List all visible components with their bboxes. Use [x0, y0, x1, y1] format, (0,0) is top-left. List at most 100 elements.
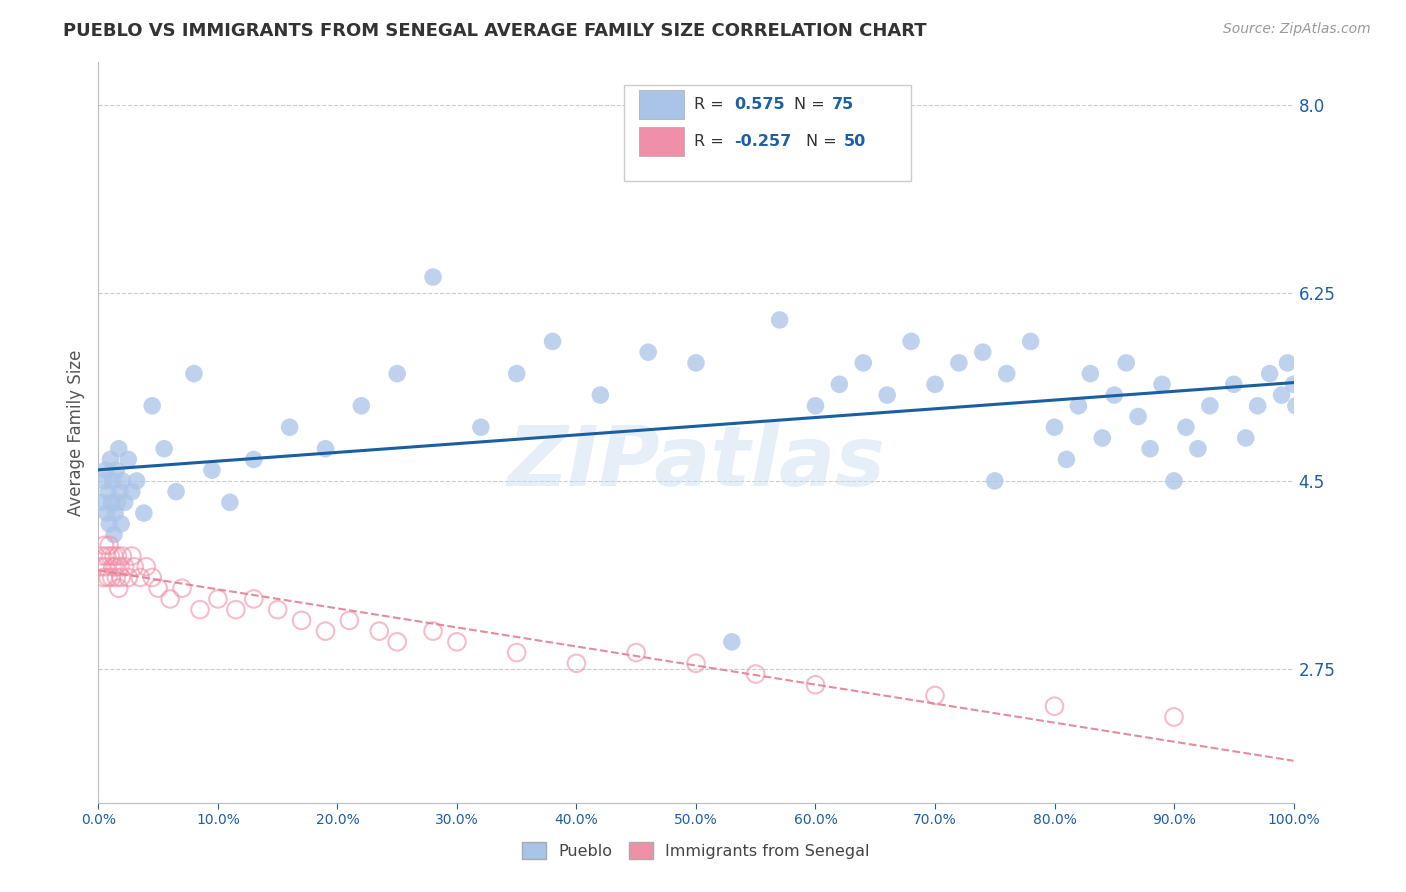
Point	[1139, 442, 1161, 456]
Point	[852, 356, 875, 370]
Point	[685, 657, 707, 671]
Y-axis label: Average Family Size: Average Family Size	[66, 350, 84, 516]
Point	[685, 356, 707, 370]
Point	[107, 495, 129, 509]
Point	[165, 484, 187, 499]
Point	[93, 538, 115, 552]
Point	[1043, 420, 1066, 434]
Point	[1187, 442, 1209, 456]
Point	[110, 570, 132, 584]
Point	[1080, 367, 1102, 381]
Point	[91, 549, 114, 563]
Point	[541, 334, 564, 349]
Point	[96, 506, 118, 520]
Point	[1258, 367, 1281, 381]
Text: Source: ZipAtlas.com: Source: ZipAtlas.com	[1223, 22, 1371, 37]
Point	[94, 463, 117, 477]
Text: 0.575: 0.575	[734, 97, 785, 112]
Point	[745, 667, 768, 681]
Point	[1223, 377, 1246, 392]
Point	[721, 635, 744, 649]
Point	[111, 549, 134, 563]
Point	[1067, 399, 1090, 413]
Point	[172, 581, 194, 595]
Point	[1056, 452, 1078, 467]
Point	[100, 570, 122, 584]
Point	[470, 420, 492, 434]
Point	[1271, 388, 1294, 402]
Text: N =: N =	[794, 97, 830, 112]
Point	[1277, 356, 1299, 370]
Point	[98, 549, 122, 563]
Point	[125, 474, 148, 488]
Point	[107, 581, 129, 595]
Point	[105, 570, 128, 584]
Point	[141, 399, 163, 413]
Point	[1043, 699, 1066, 714]
Point	[1247, 399, 1270, 413]
Point	[1019, 334, 1042, 349]
FancyBboxPatch shape	[624, 85, 911, 181]
FancyBboxPatch shape	[638, 127, 685, 156]
Point	[135, 559, 157, 574]
Point	[104, 506, 127, 520]
Point	[148, 581, 170, 595]
Point	[626, 646, 648, 660]
Point	[114, 495, 136, 509]
Text: -0.257: -0.257	[734, 134, 792, 149]
Point	[225, 602, 247, 616]
Point	[565, 657, 588, 671]
Point	[506, 367, 529, 381]
Point	[900, 334, 922, 349]
Text: ZIPatlas: ZIPatlas	[508, 422, 884, 503]
Point	[94, 559, 117, 574]
Point	[339, 614, 361, 628]
Point	[101, 474, 124, 488]
Point	[1104, 388, 1126, 402]
Point	[291, 614, 314, 628]
Point	[219, 495, 242, 509]
Point	[1175, 420, 1198, 434]
Point	[100, 495, 122, 509]
Point	[948, 356, 970, 370]
Point	[103, 549, 125, 563]
Point	[97, 484, 120, 499]
Point	[876, 388, 898, 402]
Point	[804, 399, 827, 413]
Point	[589, 388, 612, 402]
Point	[97, 570, 120, 584]
Point	[207, 591, 229, 606]
Point	[117, 570, 139, 584]
Point	[103, 527, 125, 541]
Point	[107, 549, 129, 563]
Point	[114, 559, 136, 574]
Text: R =: R =	[693, 97, 728, 112]
Point	[267, 602, 290, 616]
Text: 50: 50	[844, 134, 866, 149]
Point	[93, 474, 115, 488]
Text: N =: N =	[806, 134, 842, 149]
Point	[828, 377, 851, 392]
Point	[98, 516, 121, 531]
Point	[96, 549, 118, 563]
Point	[201, 463, 224, 477]
Point	[972, 345, 994, 359]
Point	[107, 442, 129, 456]
Point	[132, 506, 155, 520]
Point	[422, 624, 444, 639]
Point	[124, 559, 146, 574]
Point	[1234, 431, 1257, 445]
Point	[368, 624, 391, 639]
Point	[1152, 377, 1174, 392]
Point	[385, 635, 409, 649]
Point	[108, 559, 131, 574]
Point	[278, 420, 301, 434]
Point	[924, 689, 946, 703]
Point	[995, 367, 1018, 381]
Point	[117, 452, 139, 467]
Point	[243, 452, 266, 467]
Point	[121, 484, 143, 499]
Text: R =: R =	[693, 134, 728, 149]
Point	[506, 646, 529, 660]
Point	[924, 377, 946, 392]
